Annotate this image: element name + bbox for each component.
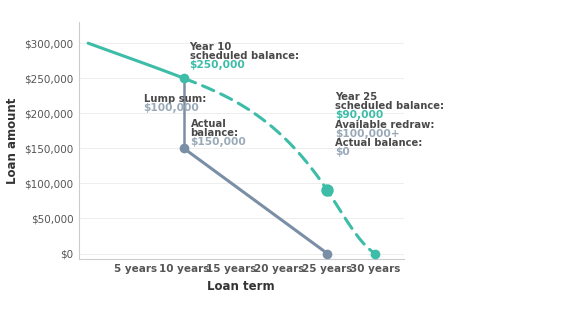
Text: Lump sum:: Lump sum: [144,94,206,104]
Text: Available redraw:: Available redraw: [335,119,435,130]
Text: Year 25: Year 25 [335,92,377,102]
Text: Actual balance:: Actual balance: [335,138,422,148]
Text: $100,000: $100,000 [144,103,199,113]
Text: $150,000: $150,000 [191,137,246,147]
X-axis label: Loan term: Loan term [208,280,275,293]
Text: Actual: Actual [191,119,226,129]
Text: balance:: balance: [191,128,238,138]
Text: $90,000: $90,000 [335,111,383,120]
Text: scheduled balance:: scheduled balance: [335,101,444,111]
Text: $0: $0 [335,147,350,157]
Text: scheduled balance:: scheduled balance: [190,51,298,61]
Y-axis label: Loan amount: Loan amount [6,97,19,184]
Text: Year 10: Year 10 [190,42,232,52]
Text: $250,000: $250,000 [190,60,245,70]
Text: $100,000+: $100,000+ [335,129,399,139]
